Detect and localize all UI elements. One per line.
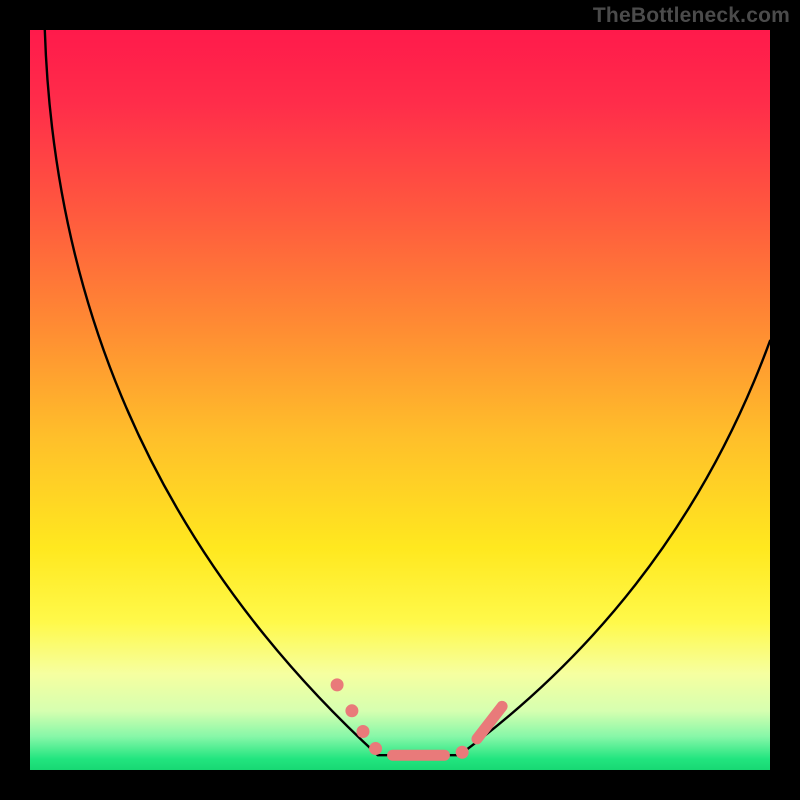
datapoint-marker (346, 705, 358, 717)
plot-background (30, 30, 770, 770)
datapoint-marker (331, 679, 343, 691)
chart-stage: TheBottleneck.com (0, 0, 800, 800)
datapoint-marker (370, 743, 382, 755)
datapoint-marker (456, 746, 468, 758)
plot-svg (0, 0, 800, 800)
datapoint-marker (357, 726, 369, 738)
attribution-label: TheBottleneck.com (593, 4, 790, 28)
